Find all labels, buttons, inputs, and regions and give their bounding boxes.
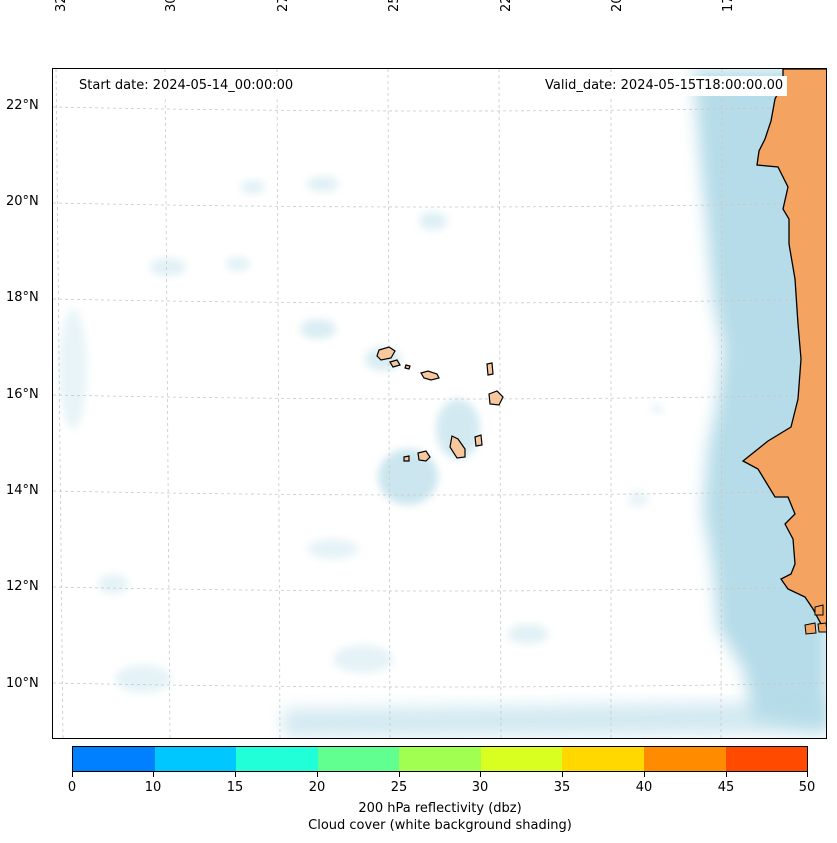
cloud-patch [300, 319, 336, 339]
cloud-patch [628, 491, 648, 507]
lon-label-32-5w: 32.5°W [54, 0, 69, 12]
cloud-patch [419, 212, 447, 230]
lon-label-17-5w: 17.5°W [721, 0, 736, 12]
parallel-line [53, 202, 826, 208]
meridian-line [55, 69, 64, 738]
colorbar-tick [235, 772, 236, 777]
colorbar-tick [644, 772, 645, 777]
colorbar-tick [562, 772, 563, 777]
island-brava [403, 455, 410, 462]
map-canvas [53, 69, 826, 738]
island-sal [486, 362, 494, 376]
colorbar-tick-label: 0 [67, 780, 77, 795]
island-fogo [417, 450, 431, 462]
coastal-island [817, 622, 826, 633]
meridian-line [164, 69, 171, 738]
colorbar-tick-label: 15 [226, 780, 244, 795]
lat-label-14n: 14°N [6, 483, 39, 498]
island-sao-vicente [389, 359, 401, 368]
cloud-patch [333, 645, 393, 673]
colorbar-segment [399, 747, 481, 771]
coastal-island [804, 622, 817, 635]
parallel-line [53, 586, 826, 592]
lat-label-10n: 10°N [6, 676, 39, 691]
colorbar-segment [480, 747, 563, 771]
cloud-patch [651, 404, 663, 414]
colorbar-label-line1: 200 hPa reflectivity (dbz) [358, 801, 522, 816]
map-panel[interactable] [52, 68, 827, 739]
parallel-line [53, 682, 826, 688]
meridian-line [387, 69, 391, 738]
lat-label-16n: 16°N [6, 387, 39, 402]
island-santiago [449, 435, 466, 459]
lat-label-20n: 20°N [6, 194, 39, 209]
cloud-patch [115, 665, 171, 693]
island-boa-vista [488, 390, 504, 406]
lon-label-27-5w: 27.5°W [276, 0, 291, 12]
colorbar-tick-label: 25 [390, 780, 408, 795]
parallel-line [53, 298, 826, 304]
colorbar-tick [726, 772, 727, 777]
lon-label-20w: 20°W [610, 0, 625, 12]
parallel-line [53, 106, 826, 112]
cloud-cover-shading [59, 69, 826, 737]
cloud-patch [307, 176, 339, 192]
cloud-patch [98, 574, 128, 594]
cloud-patch [436, 399, 480, 459]
colorbar-tick [807, 772, 808, 777]
southern-cloud-band [283, 701, 826, 737]
colorbar-tick [317, 772, 318, 777]
colorbar-tick [153, 772, 154, 777]
colorbar-tick [480, 772, 481, 777]
cloud-patch [508, 624, 548, 644]
colorbar-segment [317, 747, 400, 771]
cloud-patch [226, 257, 250, 271]
coastal-island [814, 604, 824, 616]
island-santo-antao [376, 346, 396, 361]
parallel-line [53, 490, 826, 496]
colorbar-tick-label: 10 [144, 780, 162, 795]
colorbar-segment [562, 747, 644, 771]
meridian-line [276, 69, 281, 738]
cloud-patch [241, 180, 265, 194]
meridian-line [720, 69, 723, 738]
cloud-patch [308, 539, 358, 559]
lon-label-25w: 25°W [387, 0, 402, 12]
parallel-line [53, 394, 826, 400]
island-maio [474, 434, 483, 447]
cape-verde-islands [376, 346, 504, 462]
lon-label-30w: 30°W [164, 0, 179, 12]
island-sao-nicolau [420, 370, 440, 381]
colorbar-segment [154, 747, 237, 771]
cloud-patch [59, 309, 87, 429]
start-date-label: Start date: 2024-05-14_00:00:00 [75, 76, 298, 96]
colorbar-segment [643, 747, 726, 771]
colorbar-segment [73, 747, 155, 771]
colorbar-tick [399, 772, 400, 777]
colorbar-tick-label: 40 [635, 780, 653, 795]
colorbar-tick-label: 20 [308, 780, 326, 795]
cloud-patch [150, 258, 186, 276]
colorbar-segment [236, 747, 318, 771]
colorbar-tick [72, 772, 73, 777]
island-santa-luzia [404, 364, 411, 370]
colorbar-segment [725, 747, 808, 771]
colorbar-tick-label: 45 [717, 780, 735, 795]
colorbar-label-line2: Cloud cover (white background shading) [308, 818, 572, 833]
cloud-patch [378, 449, 438, 505]
lon-label-22-5w: 22.5°W [499, 0, 514, 12]
lat-label-12n: 12°N [6, 579, 39, 594]
colorbar-tick-label: 50 [798, 780, 816, 795]
reflectivity-colorbar [72, 746, 808, 772]
valid-date-label: Valid_date: 2024-05-15T18:00:00.00 [541, 76, 788, 96]
meridian-line [498, 69, 502, 738]
graticule [53, 69, 826, 738]
african-coast-land [741, 69, 826, 629]
lat-label-22n: 22°N [6, 98, 39, 113]
colorbar-tick-label: 30 [471, 780, 489, 795]
colorbar-tick-label: 35 [553, 780, 571, 795]
lat-label-18n: 18°N [6, 290, 39, 305]
